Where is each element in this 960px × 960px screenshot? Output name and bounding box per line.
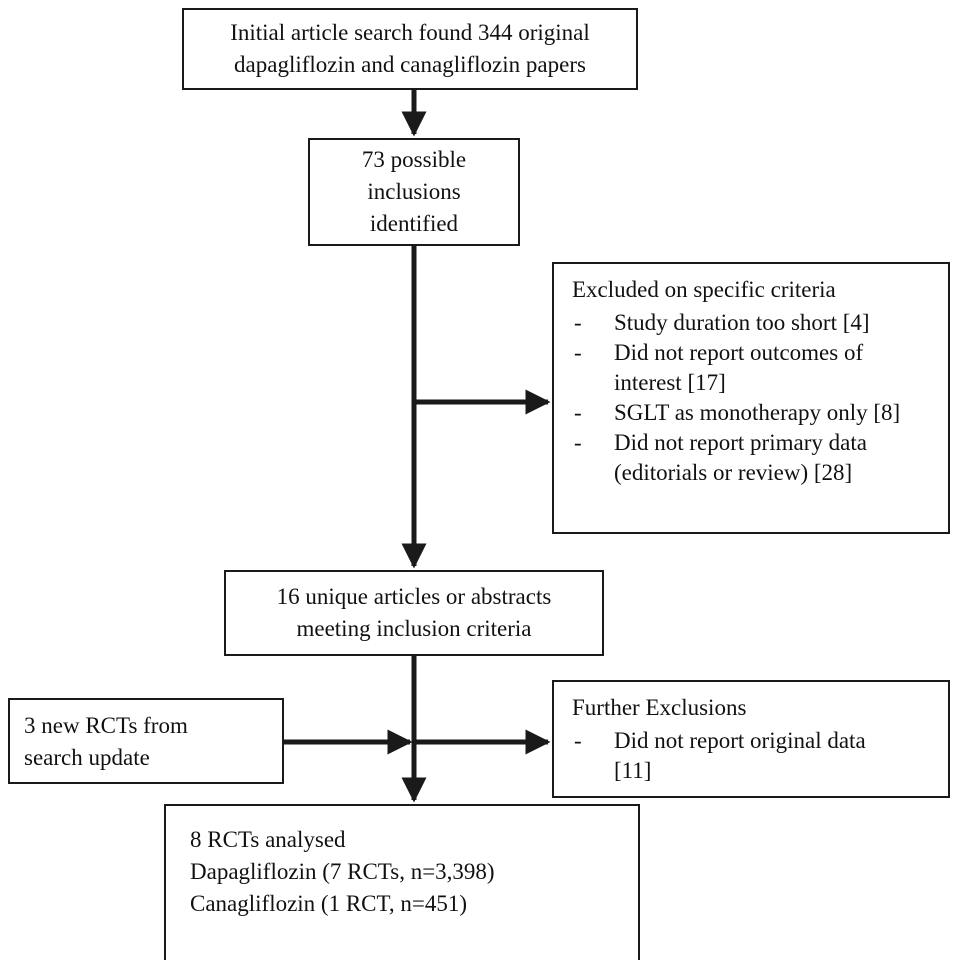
further-exclusions-box: Further Exclusions - Did not report orig… — [552, 680, 950, 798]
possible-inclusions-line: identified — [369, 211, 459, 236]
possible-inclusions-line: inclusions — [367, 179, 461, 204]
list-item: - Did not report original data [11] — [572, 726, 930, 786]
rcts-analysed-box: 8 RCTs analysed Dapagliflozin (7 RCTs, n… — [164, 804, 640, 960]
list-item-line: Did not report original data — [614, 728, 866, 753]
unique-articles-box: 16 unique articles or abstracts meeting … — [224, 570, 604, 656]
list-item-line: [11] — [614, 758, 652, 783]
possible-inclusions-box: 73 possible inclusions identified — [308, 138, 520, 246]
unique-articles-line: 16 unique articles or abstracts — [276, 584, 552, 609]
bullet-dash: - — [574, 400, 582, 425]
list-item-line: Study duration too short [4] — [614, 310, 870, 335]
rcts-analysed-line: 8 RCTs analysed — [190, 827, 346, 852]
list-item-line: interest [17] — [614, 370, 726, 395]
list-item-line: Did not report outcomes of — [614, 340, 864, 365]
list-item-line: SGLT as monotherapy only [8] — [614, 400, 901, 425]
bullet-dash: - — [574, 728, 582, 753]
initial-search-line: dapagliflozin and canagliflozin papers — [234, 52, 586, 77]
list-item: - Study duration too short [4] — [572, 308, 930, 338]
excluded-criteria-list: - Study duration too short [4] - Did not… — [572, 308, 930, 488]
initial-search-box: Initial article search found 344 origina… — [182, 8, 638, 90]
bullet-dash: - — [574, 310, 582, 335]
excluded-criteria-box: Excluded on specific criteria - Study du… — [552, 262, 950, 534]
rcts-analysed-line: Canagliflozin (1 RCT, n=451) — [190, 891, 467, 916]
unique-articles-line: meeting inclusion criteria — [296, 616, 532, 641]
excluded-criteria-title: Excluded on specific criteria — [572, 277, 836, 302]
bullet-dash: - — [574, 430, 582, 455]
new-rcts-box: 3 new RCTs from search update — [8, 698, 284, 784]
further-exclusions-list: - Did not report original data [11] — [572, 726, 930, 786]
list-item: - SGLT as monotherapy only [8] — [572, 398, 930, 428]
list-item-line: (editorials or review) [28] — [614, 460, 853, 485]
list-item-line: Did not report primary data — [614, 430, 867, 455]
bullet-dash: - — [574, 340, 582, 365]
new-rcts-line: 3 new RCTs from — [24, 713, 188, 738]
initial-search-line: Initial article search found 344 origina… — [230, 20, 590, 45]
list-item: - Did not report primary data (editorial… — [572, 428, 930, 488]
list-item: - Did not report outcomes of interest [1… — [572, 338, 930, 398]
possible-inclusions-line: 73 possible — [361, 147, 467, 172]
new-rcts-line: search update — [24, 745, 150, 770]
rcts-analysed-line: Dapagliflozin (7 RCTs, n=3,398) — [190, 859, 495, 884]
further-exclusions-title: Further Exclusions — [572, 695, 747, 720]
